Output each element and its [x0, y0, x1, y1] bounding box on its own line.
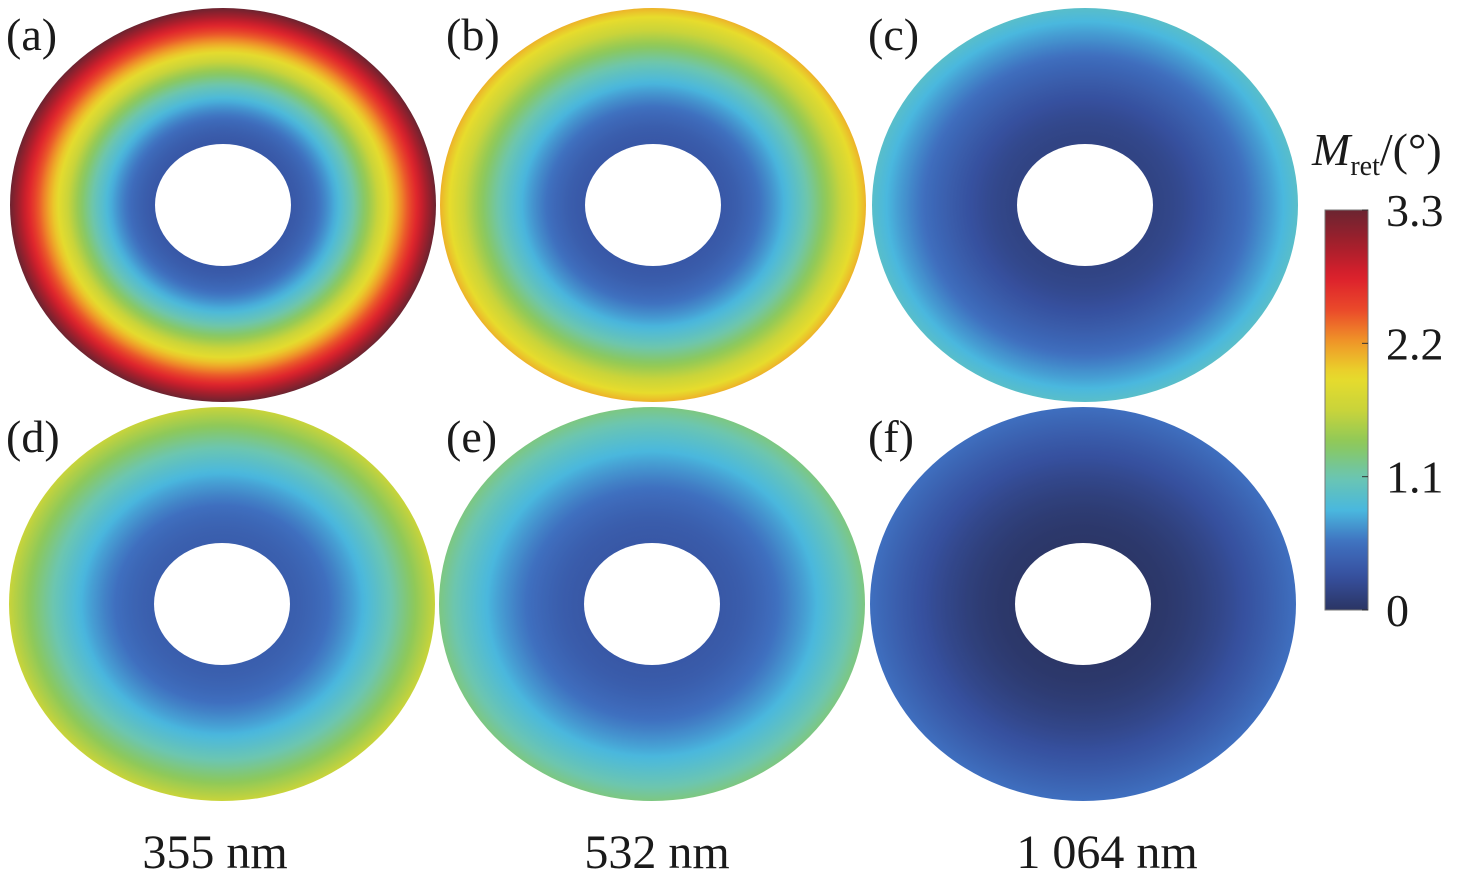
colorbar-tick-label: 3.3 — [1386, 185, 1444, 236]
panel-label-b: (b) — [446, 9, 500, 60]
colorbar-gradient — [1324, 209, 1369, 611]
colorbar: Mret/(°) 3.3 2.2 1.1 0 — [1311, 124, 1444, 636]
panel-label-d: (d) — [6, 411, 60, 462]
panel-hole — [1017, 144, 1153, 266]
panel-hole — [1015, 543, 1151, 665]
panel-hole — [154, 543, 290, 665]
panels — [9, 8, 1298, 801]
colorbar-title: Mret/(°) — [1311, 124, 1442, 182]
panel-hole — [585, 144, 721, 266]
colorbar-tick-label: 2.2 — [1386, 318, 1444, 369]
panel-label-c: (c) — [868, 9, 919, 60]
panel-label-f: (f) — [868, 411, 914, 462]
column-label-355: 355 nm — [142, 826, 287, 879]
colorbar-tick-label: 1.1 — [1386, 452, 1444, 503]
colorbar-title-sub: ret — [1350, 151, 1380, 182]
column-label-532: 532 nm — [584, 826, 729, 879]
panel-label-e: (e) — [446, 411, 497, 462]
panel-hole — [584, 543, 720, 665]
colorbar-title-unit: /(°) — [1380, 124, 1442, 175]
panel-hole — [155, 144, 291, 266]
colorbar-title-main: M — [1311, 124, 1353, 175]
colorbar-tick-label: 0 — [1386, 585, 1409, 636]
panel-label-a: (a) — [6, 9, 57, 60]
column-label-1064: 1 064 nm — [1016, 826, 1197, 879]
